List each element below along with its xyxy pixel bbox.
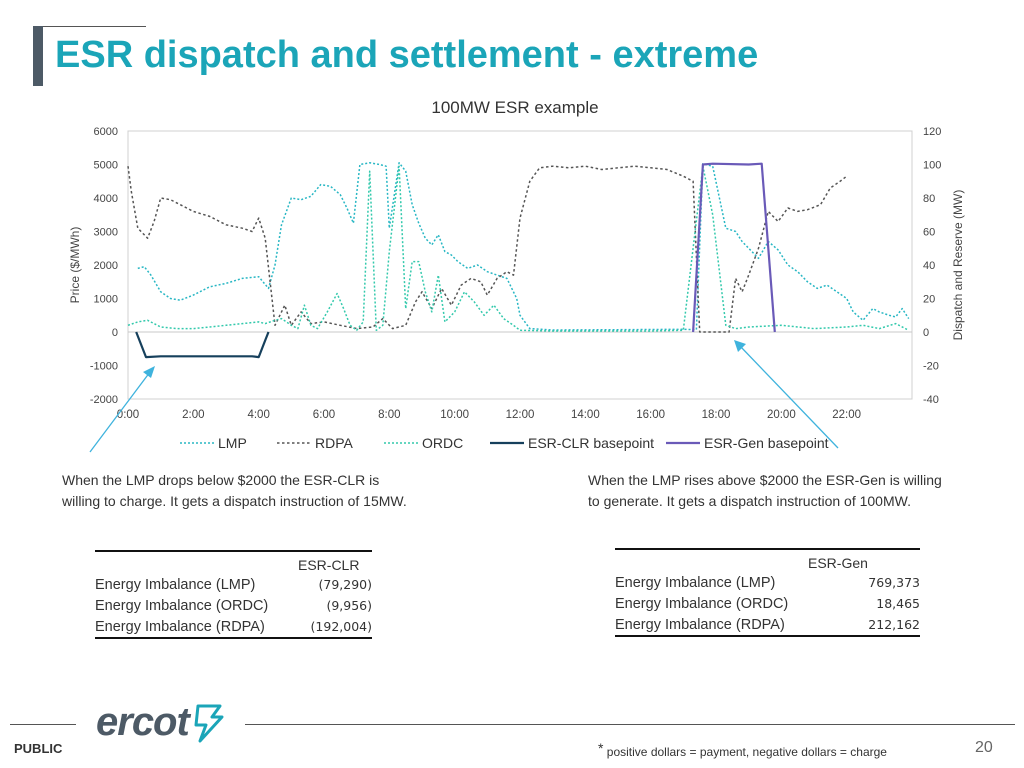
y2-tick-label: 0 <box>923 327 929 339</box>
table-header: ESR-CLR <box>298 557 360 573</box>
callout-arrow-left-line <box>89 371 151 453</box>
row-label: Energy Imbalance (RDPA) <box>95 619 265 635</box>
x-tick-label: 18:00 <box>702 409 731 421</box>
y-tick-label: 4000 <box>94 193 118 205</box>
row-label: Energy Imbalance (ORDC) <box>615 596 789 612</box>
table-top-rule <box>95 550 372 552</box>
table-row: Energy Imbalance (LMP) (79,290) <box>95 577 372 598</box>
y2-axis-title: Dispatch and Reserve (MW) <box>951 190 965 341</box>
y-tick-label: 5000 <box>94 160 118 172</box>
y-tick-label: 0 <box>112 327 118 339</box>
x-tick-label: 14:00 <box>571 409 600 421</box>
y-tick-label: 3000 <box>94 227 118 239</box>
table-row: Energy Imbalance (ORDC) (9,956) <box>95 598 372 619</box>
row-value: 212,162 <box>868 617 920 632</box>
y2-tick-label: 40 <box>923 260 935 272</box>
esr-clr-table: ESR-CLR Energy Imbalance (LMP) (79,290) … <box>95 550 372 640</box>
chart-canvas: 6000500040003000200010000-1000-200012010… <box>68 126 965 453</box>
x-tick-label: 22:00 <box>832 409 861 421</box>
y-tick-label: -2000 <box>90 394 118 406</box>
y-axis-title: Price ($/MWh) <box>68 227 82 304</box>
x-tick-label: 16:00 <box>636 409 665 421</box>
callout-arrow-left-head <box>143 366 155 378</box>
y2-tick-label: 60 <box>923 227 935 239</box>
table-bottom-rule <box>615 635 920 637</box>
series-line-gen <box>692 162 776 333</box>
row-value: 18,465 <box>876 596 920 611</box>
x-tick-label: 2:00 <box>182 409 204 421</box>
y-tick-label: 6000 <box>94 126 118 138</box>
ercot-logo: ercot <box>96 700 190 744</box>
series-line-ordc <box>127 165 910 332</box>
table-row: Energy Imbalance (LMP) 769,373 <box>615 575 920 596</box>
x-tick-label: 10:00 <box>440 409 469 421</box>
footnote-text: positive dollars = payment, negative dol… <box>606 745 887 759</box>
x-tick-label: 0:00 <box>117 409 139 421</box>
row-value: (79,290) <box>318 577 373 592</box>
public-label: PUBLIC <box>14 741 63 756</box>
footer-rule-left <box>10 724 76 725</box>
chart-title: 100MW ESR example <box>431 98 599 117</box>
y2-tick-label: 100 <box>923 160 941 172</box>
row-label: Energy Imbalance (LMP) <box>95 577 256 593</box>
legend-label-clr: ESR-CLR basepoint <box>528 435 654 451</box>
y2-tick-label: 20 <box>923 294 935 306</box>
legend-label-ordc: ORDC <box>422 435 463 451</box>
callout-arrow-right-head <box>734 340 746 352</box>
y2-tick-label: -20 <box>923 361 939 373</box>
table-row: Energy Imbalance (RDPA) (192,004) <box>95 619 372 640</box>
x-tick-label: 8:00 <box>378 409 400 421</box>
footer-rule-right <box>245 724 1015 725</box>
legend-label-rdpa: RDPA <box>315 435 354 451</box>
page-title: ESR dispatch and settlement - extreme <box>55 34 759 76</box>
title-accent-bar <box>33 26 43 86</box>
title-top-rule <box>36 26 146 27</box>
series-line-lmp <box>137 162 910 331</box>
table-bottom-rule <box>95 637 372 639</box>
y-tick-label: 2000 <box>94 260 118 272</box>
annotation-right-line-1: When the LMP rises above $2000 the ESR-G… <box>588 472 942 488</box>
x-tick-label: 20:00 <box>767 409 796 421</box>
legend-label-lmp: LMP <box>218 435 247 451</box>
row-label: Energy Imbalance (RDPA) <box>615 617 785 633</box>
esr-gen-table: ESR-Gen Energy Imbalance (LMP) 769,373 E… <box>615 548 920 638</box>
legend-label-gen: ESR-Gen basepoint <box>704 435 829 451</box>
y-tick-label: -1000 <box>90 361 118 373</box>
y2-tick-label: -40 <box>923 394 939 406</box>
series-line-rdpa <box>127 165 848 333</box>
x-tick-label: 6:00 <box>313 409 335 421</box>
table-row: Energy Imbalance (ORDC) 18,465 <box>615 596 920 617</box>
table-top-rule <box>615 548 920 550</box>
page-number: 20 <box>975 739 993 756</box>
row-label: Energy Imbalance (LMP) <box>615 575 776 591</box>
row-value: 769,373 <box>868 575 920 590</box>
callout-arrow-right-line <box>739 345 839 449</box>
y-tick-label: 1000 <box>94 294 118 306</box>
annotation-left: When the LMP drops below $2000 the ESR-C… <box>62 470 407 512</box>
row-label: Energy Imbalance (ORDC) <box>95 598 269 614</box>
annotation-left-line-2: willing to charge. It gets a dispatch in… <box>62 493 407 509</box>
ercot-bolt-icon <box>194 704 224 743</box>
x-tick-label: 12:00 <box>506 409 535 421</box>
plot-frame <box>127 130 913 400</box>
row-value: (9,956) <box>326 598 372 613</box>
series-line-clr <box>135 331 270 359</box>
x-tick-label: 4:00 <box>247 409 269 421</box>
y2-tick-label: 120 <box>923 126 941 138</box>
annotation-left-line-1: When the LMP drops below $2000 the ESR-C… <box>62 472 380 488</box>
footnote-star: * <box>598 740 604 756</box>
table-header: ESR-Gen <box>808 555 868 571</box>
table-row: Energy Imbalance (RDPA) 212,162 <box>615 617 920 638</box>
y2-tick-label: 80 <box>923 193 935 205</box>
annotation-right-line-2: to generate. It gets a dispatch instruct… <box>588 493 911 509</box>
row-value: (192,004) <box>310 619 372 634</box>
annotation-right: When the LMP rises above $2000 the ESR-G… <box>588 470 942 512</box>
footnote: * positive dollars = payment, negative d… <box>598 740 887 759</box>
